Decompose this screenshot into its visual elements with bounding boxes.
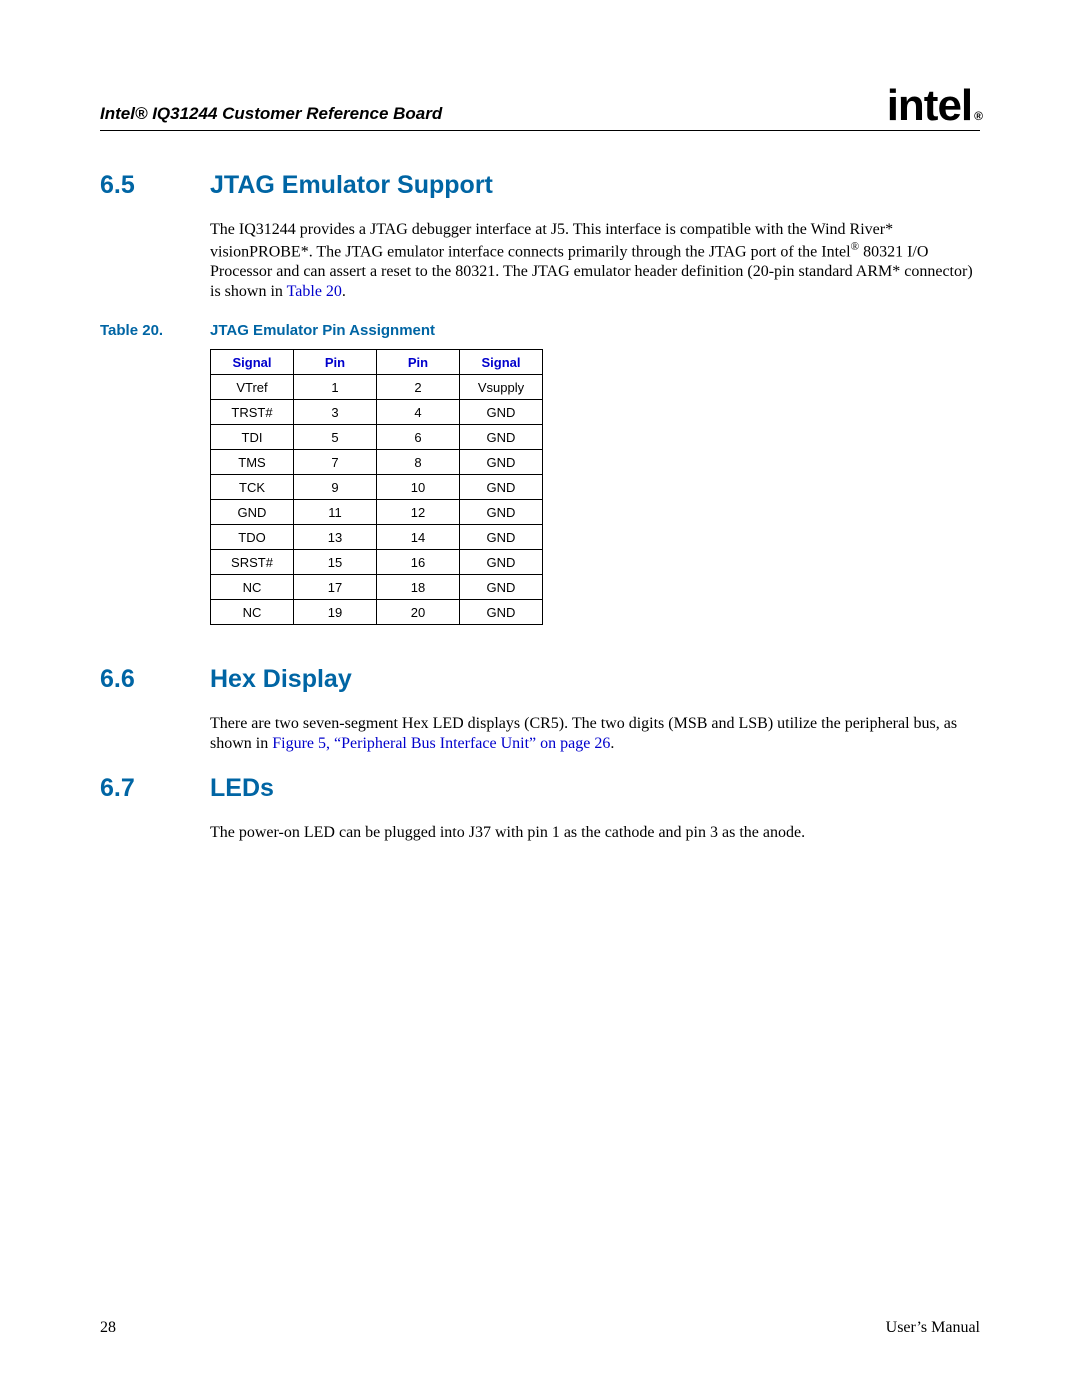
- doc-title: Intel® IQ31244 Customer Reference Board: [100, 104, 442, 124]
- table-cell: 7: [294, 450, 377, 475]
- table-cell: VTref: [211, 375, 294, 400]
- table-cell: 5: [294, 425, 377, 450]
- table-cell: GND: [460, 425, 543, 450]
- table-cell: 15: [294, 550, 377, 575]
- section-number: 6.7: [100, 774, 210, 803]
- table-cell: GND: [460, 550, 543, 575]
- section-6-7-body: The power-on LED can be plugged into J37…: [210, 823, 980, 843]
- table-cell: 12: [377, 500, 460, 525]
- table-row: GND1112GND: [211, 500, 543, 525]
- table-cell: GND: [460, 600, 543, 625]
- table-cell: TDI: [211, 425, 294, 450]
- footer-label: User’s Manual: [886, 1319, 980, 1337]
- table-cell: 18: [377, 575, 460, 600]
- table-row: NC1718GND: [211, 575, 543, 600]
- table-cell: GND: [460, 450, 543, 475]
- logo-text: intel: [887, 81, 972, 130]
- table-cell: TCK: [211, 475, 294, 500]
- table-cell: NC: [211, 600, 294, 625]
- table-cell: GND: [460, 475, 543, 500]
- table-title: JTAG Emulator Pin Assignment: [210, 322, 435, 339]
- section-title: LEDs: [210, 774, 274, 803]
- table-cell: 17: [294, 575, 377, 600]
- col-header: Signal: [211, 350, 294, 375]
- table-cell: 8: [377, 450, 460, 475]
- table-cell: 10: [377, 475, 460, 500]
- table-cell: TDO: [211, 525, 294, 550]
- table-cell: 20: [377, 600, 460, 625]
- section-title: Hex Display: [210, 665, 352, 694]
- figure-5-link[interactable]: Figure 5, “Peripheral Bus Interface Unit…: [272, 735, 610, 752]
- table-row: NC1920GND: [211, 600, 543, 625]
- table-cell: 4: [377, 400, 460, 425]
- table-row: TCK910GND: [211, 475, 543, 500]
- section-6-7-heading: 6.7 LEDs: [100, 774, 980, 803]
- section-number: 6.6: [100, 665, 210, 694]
- table-cell: 14: [377, 525, 460, 550]
- table-cell: Vsupply: [460, 375, 543, 400]
- table-cell: GND: [460, 575, 543, 600]
- table-row: VTref12Vsupply: [211, 375, 543, 400]
- section-6-6-heading: 6.6 Hex Display: [100, 665, 980, 694]
- table-row: TDO1314GND: [211, 525, 543, 550]
- table-cell: 1: [294, 375, 377, 400]
- page-header: Intel® IQ31244 Customer Reference Board …: [100, 80, 980, 131]
- table-header-row: Signal Pin Pin Signal: [211, 350, 543, 375]
- table-cell: GND: [460, 525, 543, 550]
- table-cell: 16: [377, 550, 460, 575]
- table-cell: SRST#: [211, 550, 294, 575]
- table-cell: GND: [460, 500, 543, 525]
- table-cell: 13: [294, 525, 377, 550]
- reg-mark: ®: [851, 241, 860, 253]
- col-header: Pin: [377, 350, 460, 375]
- logo-reg: ®: [974, 109, 982, 123]
- table-cell: 9: [294, 475, 377, 500]
- section-title: JTAG Emulator Support: [210, 171, 493, 200]
- table-row: TDI56GND: [211, 425, 543, 450]
- col-header: Pin: [294, 350, 377, 375]
- table-cell: NC: [211, 575, 294, 600]
- table-cell: 19: [294, 600, 377, 625]
- intel-logo: intel®: [887, 84, 980, 128]
- body-text-pre: The IQ31244 provides a JTAG debugger int…: [210, 221, 893, 260]
- table-cell: 11: [294, 500, 377, 525]
- jtag-pin-table: Signal Pin Pin Signal VTref12VsupplyTRST…: [210, 349, 543, 625]
- table-cell: GND: [211, 500, 294, 525]
- col-header: Signal: [460, 350, 543, 375]
- section-number: 6.5: [100, 171, 210, 200]
- table-cell: 6: [377, 425, 460, 450]
- body-text-end: .: [342, 283, 346, 300]
- body-text-end: .: [610, 735, 614, 752]
- table-20-link[interactable]: Table 20: [287, 283, 342, 300]
- table-row: SRST#1516GND: [211, 550, 543, 575]
- table-row: TRST#34GND: [211, 400, 543, 425]
- table-label: Table 20.: [100, 322, 210, 339]
- table-cell: 3: [294, 400, 377, 425]
- table-row: TMS78GND: [211, 450, 543, 475]
- page: Intel® IQ31244 Customer Reference Board …: [0, 0, 1080, 1397]
- table-cell: TMS: [211, 450, 294, 475]
- table-cell: GND: [460, 400, 543, 425]
- table-cell: 2: [377, 375, 460, 400]
- section-6-6-body: There are two seven-segment Hex LED disp…: [210, 714, 980, 754]
- page-number: 28: [100, 1319, 116, 1337]
- table-20-caption: Table 20.JTAG Emulator Pin Assignment: [100, 322, 980, 339]
- section-6-5-body: The IQ31244 provides a JTAG debugger int…: [210, 220, 980, 302]
- page-footer: 28 User’s Manual: [100, 1319, 980, 1337]
- table-cell: TRST#: [211, 400, 294, 425]
- section-6-5-heading: 6.5 JTAG Emulator Support: [100, 171, 980, 200]
